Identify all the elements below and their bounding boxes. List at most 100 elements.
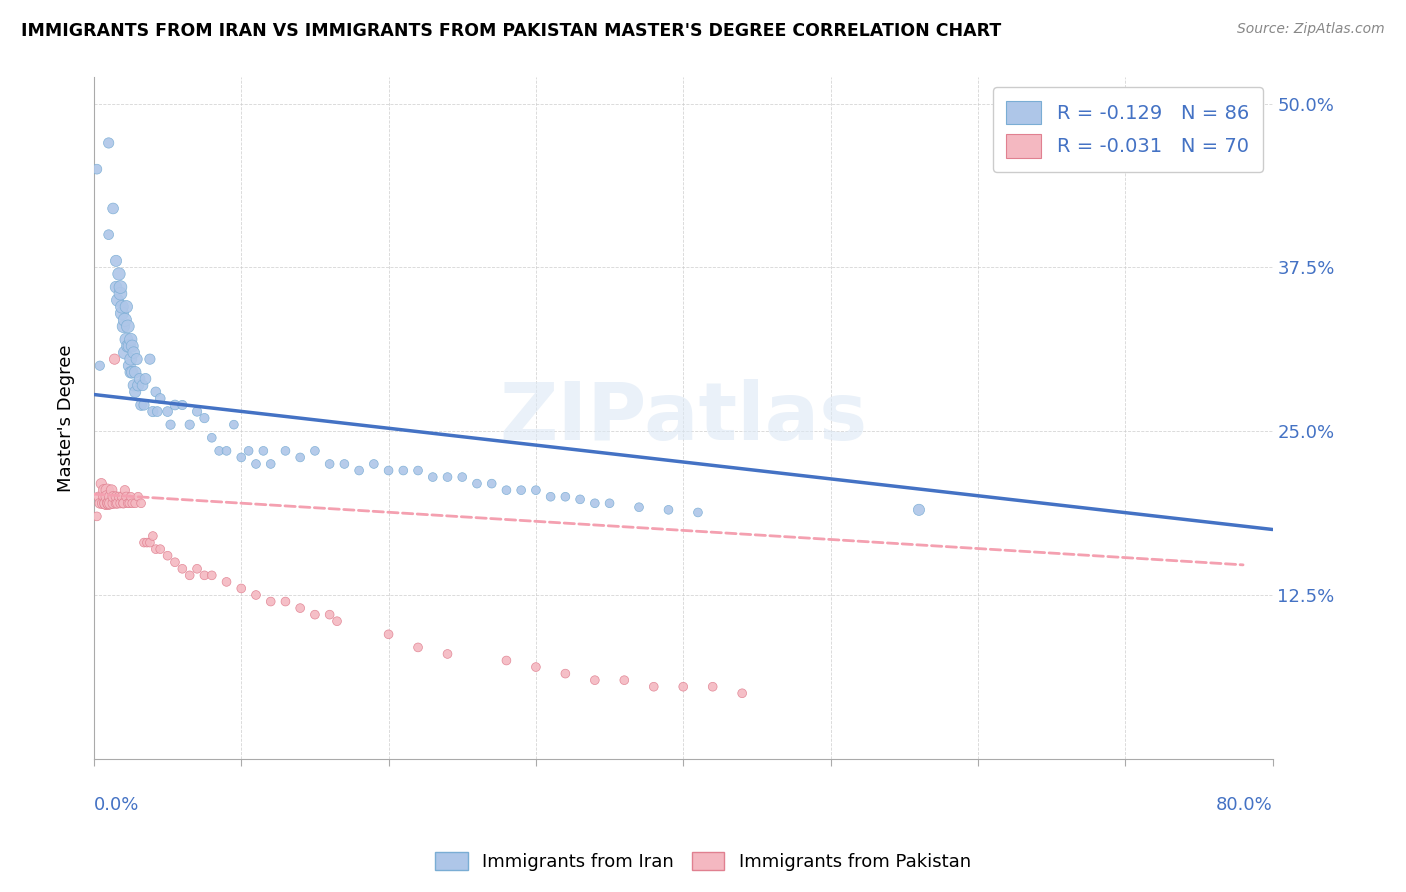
Point [569, 492, 592, 507]
Point [111, 306, 134, 320]
Point [274, 443, 297, 458]
Point [672, 680, 695, 694]
Point [481, 476, 503, 491]
Point [290, 450, 312, 465]
Point [145, 542, 167, 557]
Point [643, 680, 665, 694]
Point [101, 496, 124, 510]
Point [304, 607, 326, 622]
Point [91, 496, 114, 510]
Point [159, 417, 181, 432]
Point [120, 490, 142, 504]
Point [93, 490, 115, 504]
Point [139, 535, 162, 549]
Point [238, 443, 260, 458]
Point [97, 227, 120, 242]
Point [117, 496, 139, 510]
Point [117, 339, 139, 353]
Legend: R = -0.129   N = 86, R = -0.031   N = 70: R = -0.129 N = 86, R = -0.031 N = 70 [993, 87, 1263, 171]
Point [252, 443, 274, 458]
Point [156, 404, 179, 418]
Point [215, 574, 238, 589]
Point [245, 588, 267, 602]
Point [377, 627, 399, 641]
Point [686, 505, 709, 519]
Point [103, 352, 125, 367]
Point [98, 490, 121, 504]
Point [193, 568, 215, 582]
Point [105, 496, 128, 510]
Point [122, 378, 145, 392]
Point [146, 404, 169, 418]
Point [97, 496, 120, 510]
Point [208, 443, 231, 458]
Point [100, 483, 122, 498]
Point [86, 162, 108, 177]
Point [172, 398, 194, 412]
Point [599, 496, 621, 510]
Point [554, 666, 576, 681]
Point [89, 359, 111, 373]
Point [172, 562, 194, 576]
Point [114, 483, 136, 498]
Point [129, 398, 152, 412]
Point [124, 496, 146, 510]
Point [392, 463, 415, 477]
Point [129, 496, 152, 510]
Point [465, 476, 488, 491]
Point [98, 496, 121, 510]
Point [118, 339, 141, 353]
Point [495, 483, 517, 498]
Point [628, 500, 651, 515]
Point [524, 660, 547, 674]
Point [115, 300, 138, 314]
Point [524, 483, 547, 498]
Point [495, 653, 517, 667]
Point [179, 417, 201, 432]
Point [118, 496, 141, 510]
Text: 80.0%: 80.0% [1216, 797, 1272, 814]
Point [120, 352, 142, 367]
Point [87, 490, 110, 504]
Point [163, 555, 186, 569]
Point [290, 601, 312, 615]
Point [156, 549, 179, 563]
Point [114, 313, 136, 327]
Point [124, 384, 146, 399]
Point [613, 673, 636, 688]
Point [118, 359, 141, 373]
Point [132, 535, 155, 549]
Point [145, 384, 167, 399]
Text: Source: ZipAtlas.com: Source: ZipAtlas.com [1237, 22, 1385, 37]
Point [231, 582, 253, 596]
Point [115, 333, 138, 347]
Point [436, 470, 458, 484]
Point [231, 450, 253, 465]
Point [120, 365, 142, 379]
Point [201, 568, 224, 582]
Point [583, 496, 606, 510]
Point [377, 463, 399, 477]
Point [122, 345, 145, 359]
Point [702, 680, 724, 694]
Point [554, 490, 576, 504]
Point [149, 542, 172, 557]
Point [131, 378, 153, 392]
Text: ZIPatlas: ZIPatlas [499, 379, 868, 457]
Point [179, 568, 201, 582]
Point [101, 490, 124, 504]
Point [107, 293, 129, 308]
Point [436, 647, 458, 661]
Point [110, 286, 132, 301]
Point [115, 490, 138, 504]
Point [90, 476, 112, 491]
Point [260, 594, 283, 608]
Point [108, 267, 131, 281]
Point [86, 509, 108, 524]
Point [121, 339, 143, 353]
Point [731, 686, 754, 700]
Point [101, 202, 124, 216]
Text: 0.0%: 0.0% [94, 797, 139, 814]
Point [117, 319, 139, 334]
Point [363, 457, 385, 471]
